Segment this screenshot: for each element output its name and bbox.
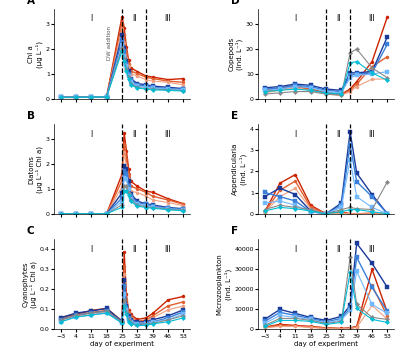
Y-axis label: Microzooplankton
(Ind. L⁻¹): Microzooplankton (Ind. L⁻¹) bbox=[217, 254, 232, 315]
Text: II: II bbox=[132, 15, 136, 24]
Text: C: C bbox=[27, 226, 34, 236]
Y-axis label: Copepods
(Ind. L⁻¹): Copepods (Ind. L⁻¹) bbox=[228, 37, 243, 71]
Text: II: II bbox=[336, 15, 340, 24]
Text: II: II bbox=[336, 130, 340, 139]
Text: III: III bbox=[369, 15, 376, 24]
Text: I: I bbox=[90, 15, 92, 24]
Text: I: I bbox=[294, 15, 296, 24]
Text: E: E bbox=[231, 111, 238, 121]
Text: I: I bbox=[90, 130, 92, 139]
X-axis label: day of experiment: day of experiment bbox=[294, 341, 358, 347]
Text: I: I bbox=[294, 130, 296, 139]
Y-axis label: Cyanophytes
(μg L⁻¹ Chl a): Cyanophytes (μg L⁻¹ Chl a) bbox=[22, 261, 37, 308]
Text: DW addition: DW addition bbox=[106, 26, 112, 60]
Y-axis label: Appendicularia
(Ind. L⁻¹): Appendicularia (Ind. L⁻¹) bbox=[232, 143, 247, 195]
Text: II: II bbox=[336, 245, 340, 254]
Text: III: III bbox=[165, 15, 172, 24]
Text: I: I bbox=[294, 245, 296, 254]
Text: III: III bbox=[369, 130, 376, 139]
X-axis label: day of experiment: day of experiment bbox=[90, 341, 154, 347]
Text: III: III bbox=[369, 245, 376, 254]
Text: F: F bbox=[231, 226, 238, 236]
Text: II: II bbox=[132, 245, 136, 254]
Text: I: I bbox=[90, 245, 92, 254]
Y-axis label: Chl a
(μg L⁻¹): Chl a (μg L⁻¹) bbox=[28, 41, 43, 68]
Text: III: III bbox=[165, 130, 172, 139]
Y-axis label: Diatoms
(μg L⁻¹ Chl a): Diatoms (μg L⁻¹ Chl a) bbox=[28, 146, 43, 193]
Text: III: III bbox=[165, 245, 172, 254]
Text: A: A bbox=[27, 0, 35, 5]
Text: B: B bbox=[27, 111, 35, 121]
Text: D: D bbox=[231, 0, 240, 5]
Text: II: II bbox=[132, 130, 136, 139]
